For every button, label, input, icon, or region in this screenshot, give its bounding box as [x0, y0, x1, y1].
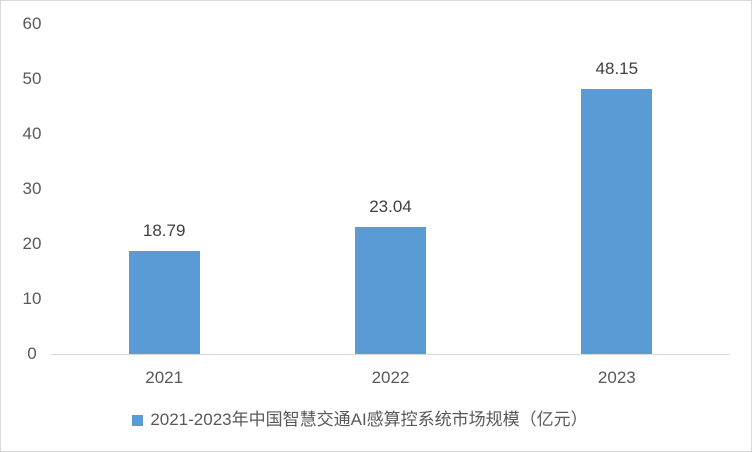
bar-2021 — [128, 250, 200, 354]
y-axis-tick-label: 40 — [22, 124, 42, 143]
bar-2022 — [355, 227, 426, 354]
legend-label: 2021-2023年中国智慧交通AI感算控系统市场规模（亿元） — [150, 410, 588, 429]
legend-swatch-icon — [132, 414, 144, 426]
x-axis-tick-label-2022: 2022 — [371, 368, 410, 387]
y-axis-tick-label: 20 — [22, 234, 42, 253]
x-axis-tick-label-2021: 2021 — [145, 368, 184, 387]
data-label-2023: 48.15 — [595, 59, 639, 79]
legend: 2021-2023年中国智慧交通AI感算控系统市场规模（亿元） — [1, 409, 735, 431]
y-axis-tick-label: 30 — [22, 179, 42, 198]
y-axis-tick-label: 10 — [22, 289, 42, 308]
x-axis-tick-label-2023: 2023 — [597, 368, 636, 387]
y-axis-tick-label: 50 — [22, 69, 42, 88]
x-axis-line — [51, 354, 730, 355]
y-axis-tick-label: 0 — [27, 344, 37, 363]
data-label-2022: 23.04 — [369, 197, 412, 217]
data-label-2021: 18.79 — [142, 220, 186, 240]
y-axis-tick-label: 60 — [22, 14, 42, 33]
bar-2023 — [581, 89, 653, 354]
